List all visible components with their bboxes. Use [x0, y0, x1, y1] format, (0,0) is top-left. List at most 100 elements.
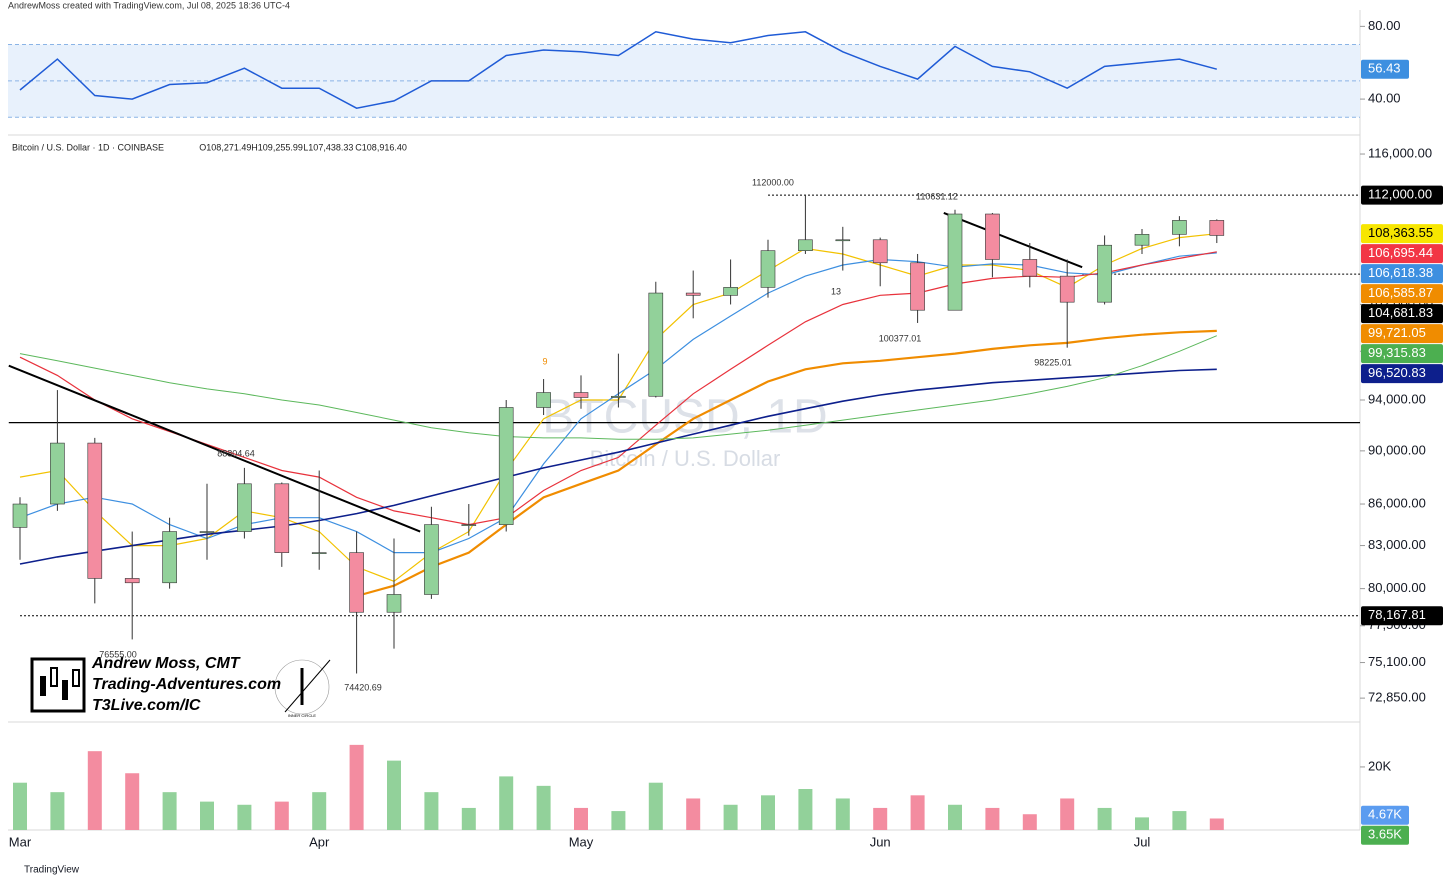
volume-bar [873, 807, 888, 830]
price-badge-label: 96,520.83 [1368, 365, 1426, 380]
y-tick-label: 20K [1368, 758, 1391, 773]
trendline [8, 364, 421, 533]
volume-bar [87, 751, 102, 830]
candle-body [611, 395, 626, 398]
price-badge-label: 99,721.05 [1368, 325, 1426, 340]
logo [30, 657, 331, 715]
volume-badge-label: 4.67K [1368, 807, 1402, 822]
volume-bar [1060, 798, 1075, 830]
candle-body [461, 524, 477, 526]
badge-mark [284, 659, 331, 713]
volume-bar [1022, 814, 1037, 830]
price-badge [1361, 344, 1443, 364]
price-badge [1361, 224, 1443, 244]
annotation: 74420.69 [344, 682, 382, 692]
volume-bar [200, 801, 214, 830]
y-tick-label: 80,000.00 [1368, 580, 1426, 595]
candle-body [1022, 259, 1038, 277]
y-tick-label: 72,850.00 [1368, 690, 1426, 705]
price-badge [1361, 606, 1443, 626]
y-tick-label: 80.00 [1368, 18, 1401, 33]
annotation: 100377.01 [879, 333, 922, 343]
candle-body [162, 531, 177, 584]
logo-frame [30, 657, 86, 713]
header: AndrewMoss created with TradingView.com,… [8, 0, 290, 10]
candle-body [835, 239, 851, 242]
footer: TradingView [24, 865, 80, 876]
annotation: 88804.64 [217, 448, 255, 458]
volume-bar [237, 804, 252, 830]
volume-bar [50, 792, 65, 830]
price-badge-label: 78,167.81 [1368, 607, 1426, 622]
y-tick-label: 116,000.00 [1368, 145, 1432, 160]
moving-average [19, 335, 1217, 440]
price-badge-label: 99,315.83 [1368, 345, 1426, 360]
candle-body [536, 392, 551, 408]
candle-body [1134, 234, 1150, 246]
legend-symbol: Bitcoin / U.S. Dollar · 1D · COINBASE [12, 142, 164, 152]
legend-ohlc: O108,271.49 [199, 142, 251, 152]
annotation: 13 [831, 286, 841, 296]
volume-bar [985, 807, 1000, 830]
x-tick-label: Jul [1134, 834, 1151, 849]
logo-candle [40, 676, 46, 696]
volume-bar [499, 776, 514, 830]
volume-bar [1172, 811, 1187, 830]
volume-bar [574, 807, 588, 830]
candle-body [648, 292, 664, 397]
brand-line: Andrew Moss, CMT [91, 655, 241, 672]
candle-body [1172, 220, 1187, 235]
x-tick-label: Mar [9, 834, 32, 849]
volume-bar [723, 804, 738, 830]
legend-ohlc: C108,916.40 [355, 142, 407, 152]
y-tick-label: 40.00 [1368, 91, 1401, 106]
candle-body [1097, 244, 1112, 303]
candle-body [985, 213, 1000, 260]
volume-bar [536, 785, 551, 830]
candle-body [424, 524, 439, 595]
x-tick-label: Jun [870, 834, 891, 849]
badge-text: INNER CIRCLE [288, 713, 317, 718]
volume-bar [312, 792, 327, 830]
candle-body [498, 407, 514, 525]
annotation: 112000.00 [752, 177, 794, 187]
y-tick-label: 90,000.00 [1368, 442, 1426, 457]
legend-ohlc: L107,438.33 [303, 142, 353, 152]
y-tick-label: 83,000.00 [1368, 537, 1426, 552]
price-badge-label: 104,681.83 [1368, 305, 1433, 320]
volume-bar [798, 789, 813, 830]
volume-bar [1135, 817, 1149, 830]
rsi-line [19, 31, 1217, 109]
candle-body [199, 531, 215, 533]
volume-bar [162, 792, 177, 830]
watermark-subtitle: Bitcoin / U.S. Dollar [590, 446, 781, 471]
price-badge-label: 108,363.55 [1368, 225, 1433, 240]
candle-body [573, 392, 589, 398]
legend-ohlc: H109,255.99 [251, 142, 303, 152]
volume-bar [349, 744, 364, 830]
moving-average [19, 251, 1217, 526]
candle-body [910, 262, 925, 311]
price-badge [1361, 284, 1443, 304]
volume-bar [910, 795, 925, 830]
badge-circle [274, 659, 330, 715]
volume-bar [686, 798, 701, 830]
x-tick-label: May [569, 834, 594, 849]
y-tick-label: 75,100.00 [1368, 654, 1426, 669]
volume-bar [761, 795, 775, 830]
candle-body [87, 442, 103, 579]
x-tick-label: Apr [309, 834, 330, 849]
candle-body [685, 292, 701, 296]
candle-body [274, 483, 290, 553]
rsi-badge-label: 56.43 [1368, 61, 1401, 76]
price-badge-label: 106,695.44 [1368, 245, 1433, 260]
candle-body [1059, 275, 1075, 303]
volume-bar [611, 811, 626, 830]
price-badge [1361, 364, 1443, 384]
candle-body [311, 552, 327, 554]
volume-bar [387, 760, 401, 830]
volume-bar [274, 801, 289, 830]
brand-line: Trading-Adventures.com [92, 676, 281, 693]
logo-candle [72, 669, 80, 687]
